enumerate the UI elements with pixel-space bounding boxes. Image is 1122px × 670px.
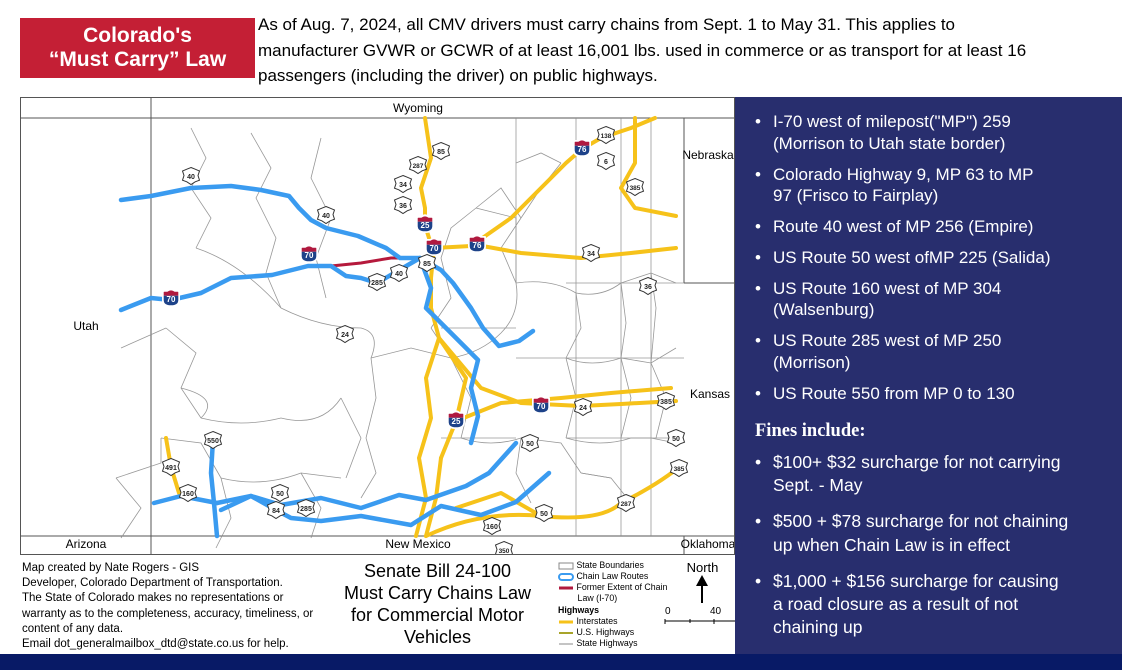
svg-text:85: 85 — [423, 261, 431, 268]
svg-text:138: 138 — [601, 133, 612, 140]
svg-text:285: 285 — [300, 506, 312, 513]
svg-text:70: 70 — [537, 402, 546, 411]
svg-text:287: 287 — [413, 163, 424, 170]
svg-text:285: 285 — [371, 280, 383, 287]
svg-text:50: 50 — [526, 441, 534, 448]
svg-text:70: 70 — [305, 251, 314, 260]
svg-text:385: 385 — [630, 185, 641, 192]
svg-text:25: 25 — [452, 417, 461, 426]
svg-text:160: 160 — [486, 524, 498, 531]
svg-text:50: 50 — [672, 436, 680, 443]
svg-text:350: 350 — [499, 548, 510, 555]
svg-text:70: 70 — [167, 295, 176, 304]
svg-text:36: 36 — [644, 284, 652, 291]
svg-text:24: 24 — [341, 332, 349, 339]
svg-text:24: 24 — [579, 405, 587, 412]
svg-text:40: 40 — [395, 271, 403, 278]
svg-text:6: 6 — [604, 159, 608, 166]
svg-text:491: 491 — [165, 465, 177, 472]
svg-text:50: 50 — [540, 511, 548, 518]
svg-text:34: 34 — [587, 251, 595, 258]
svg-text:76: 76 — [473, 241, 482, 250]
svg-text:76: 76 — [578, 145, 587, 154]
svg-text:Kansas: Kansas — [690, 387, 730, 401]
svg-text:70: 70 — [430, 244, 439, 253]
svg-text:34: 34 — [399, 182, 407, 189]
svg-text:New Mexico: New Mexico — [385, 537, 451, 551]
svg-text:Oklahoma: Oklahoma — [681, 537, 735, 551]
svg-text:Nebraska: Nebraska — [682, 148, 734, 162]
svg-text:36: 36 — [399, 203, 407, 210]
svg-text:25: 25 — [421, 221, 430, 230]
svg-text:84: 84 — [272, 508, 280, 515]
svg-text:385: 385 — [674, 466, 685, 473]
svg-text:550: 550 — [207, 438, 219, 445]
svg-text:40: 40 — [322, 213, 330, 220]
svg-text:160: 160 — [182, 491, 194, 498]
svg-text:50: 50 — [276, 491, 284, 498]
svg-text:287: 287 — [621, 501, 632, 508]
svg-text:Arizona: Arizona — [66, 537, 107, 551]
svg-text:Wyoming: Wyoming — [393, 101, 443, 115]
svg-text:Utah: Utah — [73, 319, 98, 333]
svg-text:385: 385 — [660, 399, 672, 406]
svg-text:85: 85 — [437, 149, 445, 156]
svg-text:40: 40 — [187, 174, 195, 181]
